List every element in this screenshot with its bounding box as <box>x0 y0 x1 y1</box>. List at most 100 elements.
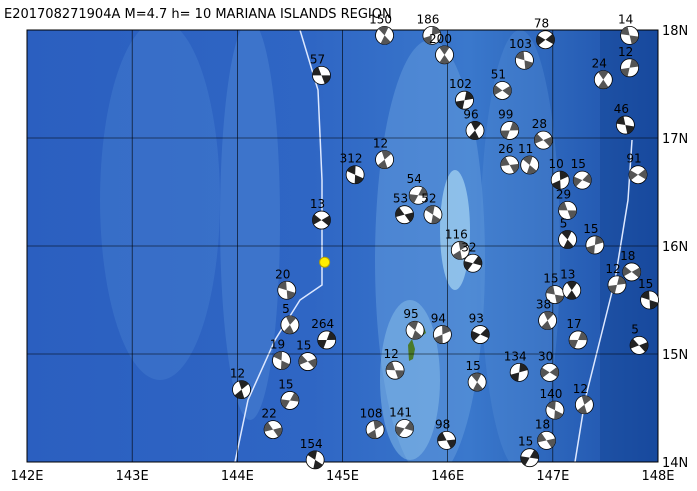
beachball-quadrant <box>378 26 391 45</box>
focal-mechanism <box>540 362 560 382</box>
depth-label: 108 <box>360 407 383 421</box>
focal-mechanism <box>263 420 283 440</box>
beachball-quadrant <box>522 156 537 174</box>
focal-mechanism <box>395 419 414 438</box>
beachball-quadrant <box>622 266 641 278</box>
beachball-quadrant <box>386 361 405 379</box>
x-tick-label: 142E <box>10 469 43 484</box>
beachball-quadrant <box>515 51 534 70</box>
focal-mechanism <box>492 81 512 100</box>
depth-label: 103 <box>509 37 532 51</box>
focal-mechanism <box>317 330 337 350</box>
beachball-quadrant <box>425 205 441 224</box>
focal-mechanism <box>345 165 365 185</box>
beachball-quadrant <box>455 91 474 110</box>
focal-mechanism <box>437 430 457 450</box>
focal-mechanism <box>537 430 556 450</box>
focal-mechanism <box>467 372 487 392</box>
depth-label: 29 <box>556 187 571 201</box>
depth-label: 98 <box>435 417 450 431</box>
beachball-quadrant <box>493 84 512 96</box>
focal-mechanism <box>455 90 474 110</box>
depth-label: 15 <box>465 359 480 373</box>
focal-mechanism <box>500 155 520 175</box>
beachball-quadrant <box>541 311 554 330</box>
y-tick-label: 18N <box>662 24 688 39</box>
depth-label: 95 <box>403 307 418 321</box>
focal-mechanism <box>607 275 627 295</box>
beachball-quadrant <box>536 34 555 46</box>
beachball-circle <box>280 315 300 335</box>
x-tick-label: 148E <box>641 469 674 484</box>
depth-label: 140 <box>539 387 562 401</box>
focal-mechanism <box>520 155 540 175</box>
beachball-quadrant <box>273 351 290 370</box>
depth-label: 15 <box>638 277 653 291</box>
focal-mechanism <box>395 205 414 225</box>
beachball-quadrant <box>520 449 539 466</box>
depth-label: 96 <box>463 107 478 121</box>
depth-label: 57 <box>310 52 325 66</box>
focal-mechanism <box>433 325 452 344</box>
focal-mechanism <box>572 170 592 190</box>
depth-label: 200 <box>429 32 452 46</box>
focal-mechanism <box>515 50 534 70</box>
depth-label: 102 <box>449 77 472 91</box>
focal-mechanism <box>545 400 565 420</box>
depth-label: 264 <box>311 317 334 331</box>
depth-label: 15 <box>583 222 598 236</box>
beachball-quadrant <box>577 395 592 414</box>
beachball-quadrant <box>546 285 564 304</box>
depth-label: 5 <box>560 217 568 231</box>
depth-label: 14 <box>618 12 633 26</box>
beachball-quadrant <box>620 59 639 77</box>
beachball-quadrant <box>278 281 296 300</box>
depth-label: 18 <box>620 249 635 263</box>
focal-mechanism <box>593 70 613 90</box>
depth-label: 150 <box>369 12 392 26</box>
focal-mechanism <box>558 230 577 249</box>
x-tick-label: 146E <box>431 469 464 484</box>
depth-label: 12 <box>383 347 398 361</box>
focal-mechanism <box>585 235 605 255</box>
focal-mechanism <box>422 26 442 45</box>
depth-label: 54 <box>407 172 422 186</box>
beachball-quadrant <box>377 150 392 169</box>
focal-mechanism <box>385 360 405 380</box>
focal-mechanism <box>500 121 520 140</box>
beachball-quadrant <box>551 171 569 190</box>
depth-label: 12 <box>573 382 588 396</box>
beachball-quadrant <box>439 45 450 64</box>
focal-mechanism <box>640 290 659 310</box>
depth-label: 15 <box>278 377 293 391</box>
beachball-quadrant <box>561 230 574 249</box>
focal-mechanism <box>550 170 570 190</box>
beachball-quadrant <box>510 363 528 382</box>
beachball-quadrant <box>500 121 519 139</box>
beachball-quadrant <box>630 338 649 353</box>
beachball-quadrant <box>540 366 559 378</box>
depth-label: 12 <box>373 137 388 151</box>
epicenter <box>319 256 331 268</box>
y-tick-label: 17N <box>662 132 688 147</box>
focal-mechanism <box>520 448 540 468</box>
beachball-quadrant <box>558 201 577 219</box>
focal-mechanism <box>562 280 582 300</box>
focal-mechanism <box>405 320 425 340</box>
beachball-quadrant <box>469 121 482 140</box>
beachball-quadrant <box>566 281 578 300</box>
focal-mechanism <box>435 45 454 65</box>
depth-label: 5 <box>282 302 290 316</box>
depth-label: 15 <box>543 272 558 286</box>
beachball-quadrant <box>546 401 564 420</box>
beachball-quadrant <box>346 165 364 184</box>
depth-label: 32 <box>461 240 476 254</box>
beachball-quadrant <box>534 133 553 147</box>
beachball-quadrant <box>234 380 249 399</box>
beachball-quadrant <box>434 325 451 344</box>
focal-mechanism <box>277 280 297 300</box>
focal-mechanism <box>280 391 300 410</box>
depth-label: 53 <box>393 192 408 206</box>
